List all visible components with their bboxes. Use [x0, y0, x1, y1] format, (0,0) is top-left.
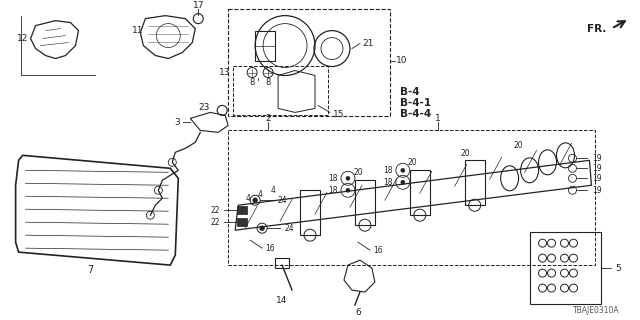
Bar — [529, 232, 602, 304]
Bar — [237, 218, 247, 226]
Circle shape — [260, 226, 264, 230]
Text: 6: 6 — [355, 308, 361, 316]
Circle shape — [401, 180, 405, 184]
Text: B-4: B-4 — [400, 87, 419, 98]
Text: 17: 17 — [193, 1, 204, 10]
Circle shape — [346, 188, 350, 192]
Text: 12: 12 — [17, 34, 28, 43]
Text: 22: 22 — [211, 206, 220, 215]
Bar — [275, 258, 289, 268]
Text: 15: 15 — [333, 110, 344, 119]
Bar — [255, 31, 275, 60]
Circle shape — [401, 168, 405, 172]
Text: 18: 18 — [328, 174, 338, 183]
Text: 4: 4 — [271, 186, 276, 195]
Bar — [228, 130, 595, 265]
Text: 22: 22 — [211, 218, 220, 227]
Text: 13: 13 — [219, 68, 230, 77]
Text: 4: 4 — [258, 190, 262, 199]
Bar — [233, 66, 328, 116]
Text: 20: 20 — [407, 158, 417, 167]
Text: 23: 23 — [199, 103, 210, 112]
Text: 19: 19 — [593, 164, 602, 173]
Text: 7: 7 — [87, 265, 93, 275]
Text: 16: 16 — [265, 244, 275, 253]
Text: TBAJE0310A: TBAJE0310A — [573, 306, 620, 315]
Text: 18: 18 — [383, 166, 393, 175]
Text: 11: 11 — [132, 26, 143, 35]
Text: 24: 24 — [277, 196, 287, 205]
Text: 20: 20 — [353, 168, 363, 177]
Text: 2: 2 — [266, 114, 271, 123]
Text: 4: 4 — [246, 194, 251, 203]
Text: 21: 21 — [362, 39, 374, 48]
Text: 3: 3 — [175, 118, 180, 127]
Text: 18: 18 — [328, 186, 338, 195]
Text: B-4-4: B-4-4 — [400, 109, 431, 119]
Text: 16: 16 — [373, 246, 383, 255]
Text: B-4-1: B-4-1 — [400, 99, 431, 108]
Bar — [355, 180, 375, 225]
Text: 8: 8 — [250, 78, 255, 87]
Text: 19: 19 — [593, 154, 602, 163]
Text: 20: 20 — [461, 149, 470, 158]
Text: 18: 18 — [383, 178, 393, 187]
Text: 20: 20 — [514, 141, 524, 150]
Bar — [228, 9, 390, 116]
Circle shape — [346, 176, 350, 180]
Text: 24: 24 — [284, 224, 294, 233]
Text: 19: 19 — [593, 174, 602, 183]
Text: FR.: FR. — [587, 24, 607, 34]
Text: 19: 19 — [593, 186, 602, 195]
Bar — [410, 170, 430, 215]
Text: 10: 10 — [396, 56, 408, 65]
Text: 14: 14 — [276, 296, 288, 305]
Text: 5: 5 — [616, 264, 621, 273]
Text: 1: 1 — [435, 114, 440, 123]
Bar — [300, 190, 320, 235]
Text: 8: 8 — [266, 78, 271, 87]
Bar — [237, 206, 247, 214]
Circle shape — [253, 198, 257, 202]
Bar — [465, 160, 484, 205]
